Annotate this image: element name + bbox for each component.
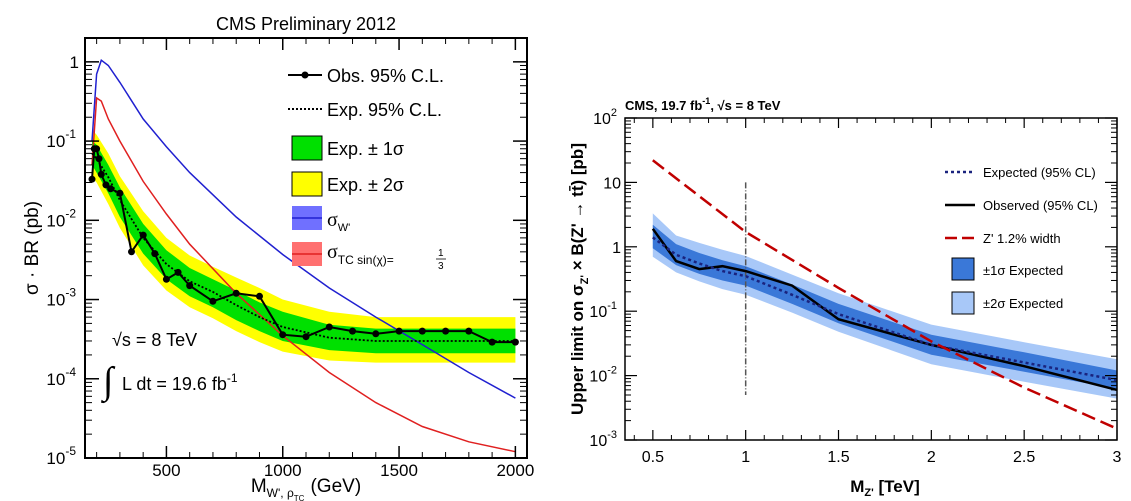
observed-point [279, 331, 287, 339]
observed-point [232, 289, 240, 297]
right-plot-frame [624, 117, 1118, 441]
right-x-axis-label: MZ' [TeV] [850, 477, 919, 499]
left-ylabel: σ · BR (pb) [22, 201, 43, 295]
r-x-tick-label: 3 [1113, 449, 1122, 466]
observed-point [511, 338, 519, 346]
r-y-tick-label: 1 [612, 240, 621, 257]
series-tc [91, 96, 516, 453]
observed-point [256, 292, 263, 300]
left-series-lines [91, 58, 516, 453]
observed-point [128, 248, 135, 256]
r-x-tick-label: 1.5 [827, 449, 849, 466]
legend-r-zprime: Z' 1.2% width [983, 231, 1061, 246]
band-2sigma [92, 129, 516, 363]
legend-r-band2: ±2σ Expected [983, 296, 1063, 311]
svg-text:∫: ∫ [101, 360, 116, 404]
left-lumi-annotation: ∫ L dt = 19.6 fb-1 [101, 360, 238, 404]
svg-text:L dt = 19.6 fb-1: L dt = 19.6 fb-1 [122, 371, 238, 394]
series-wprime [91, 58, 516, 399]
legend-tc: σTC sin(χ)= [327, 241, 394, 267]
r-x-tick-label: 1 [741, 449, 750, 466]
observed-point [151, 250, 159, 258]
observed-point [442, 327, 450, 335]
observed-point [372, 330, 380, 338]
observed-point [95, 155, 103, 163]
right-legend: Expected (95% CL) Observed (95% CL) Z' 1… [945, 165, 1098, 315]
observed-point [93, 145, 101, 153]
right-chart: CMS, 19.7 fb-1, √s = 8 TeV 0.5 1 1.5 2 2.5 3 1… [568, 96, 1122, 499]
observed-point [325, 323, 333, 331]
r-x-tick-label: 2.5 [1013, 449, 1035, 466]
r-y-tick-label: 10-3 [589, 429, 617, 450]
r-series-expected [652, 236, 1118, 382]
r-y-tick-label: 102 [593, 107, 617, 128]
right-axes: 0.5 1 1.5 2 2.5 3 102 10 1 10-1 10-2 10-3 [589, 107, 1121, 466]
right-chart-title: CMS, 19.7 fb-1, √s = 8 TeV [625, 96, 781, 113]
left-chart-title: CMS Preliminary 2012 [216, 14, 396, 34]
right-series-lines [651, 159, 1118, 430]
observed-point [395, 327, 403, 335]
observed-point [465, 327, 473, 335]
x-tick-label: 2000 [496, 461, 534, 480]
observed-point [162, 275, 170, 283]
legend-expected: Exp. 95% C.L. [327, 100, 442, 120]
observed-point [302, 333, 310, 341]
left-axes: 500 1000 1500 2000 1 10-1 10-2 10-3 10-4 10-5 [46, 37, 534, 480]
left-bands [92, 129, 516, 363]
legend-r-expected: Expected (95% CL) [983, 165, 1096, 180]
observed-point [488, 338, 496, 346]
y-tick-label: 10-5 [46, 444, 76, 468]
y-tick-label: 10-2 [46, 206, 76, 230]
r-y-tick-label: 10-1 [589, 300, 617, 321]
legend-observed: Obs. 95% C.L. [327, 66, 444, 86]
series-expected [91, 152, 516, 342]
r-series-observed [651, 228, 1118, 392]
observed-point [186, 282, 194, 290]
svg-text:Upper limit on σZ' × B(Z' → tt: Upper limit on σZ' × B(Z' → tt̄) [pb] [568, 143, 591, 415]
band-1sigma [92, 141, 516, 354]
x-tick-label: 1500 [380, 461, 418, 480]
y-tick-label: 10-4 [46, 365, 76, 389]
series-observed [91, 147, 516, 344]
left-x-axis-label: MW', ρTC(GeV) [251, 476, 361, 501]
y-tick-label: 10-1 [46, 127, 76, 151]
left-y-axis-label: σ · BR (pb) [22, 201, 43, 295]
observed-point [88, 175, 96, 183]
legend-wprime: σW' [327, 209, 350, 234]
y-tick-label: 1 [70, 53, 79, 72]
legend-r-band1: ±1σ Expected [983, 263, 1063, 278]
r-y-tick-label: 10 [603, 175, 621, 192]
legend-band1: Exp. ± 1σ [327, 139, 404, 159]
observed-point [97, 170, 105, 178]
svg-text:3: 3 [438, 261, 444, 272]
observed-point [139, 231, 147, 239]
observed-point [107, 185, 115, 193]
left-legend: Obs. 95% C.L. Exp. 95% C.L. Exp. ± 1σ Ex… [288, 66, 446, 272]
right-y-axis-label: Upper limit on σZ' × B(Z' → tt̄) [pb] [568, 143, 591, 415]
r-y-tick-label: 10-2 [589, 365, 617, 386]
left-energy-annotation: √s = 8 TeV [112, 330, 197, 350]
legend-band2: Exp. ± 2σ [327, 175, 404, 195]
observed-point [209, 297, 217, 305]
observed-point [102, 181, 110, 189]
svg-text:1: 1 [438, 248, 444, 259]
r-series-zprime [652, 159, 1118, 430]
r-band-1sigma [652, 224, 1117, 389]
x-tick-label: 500 [152, 461, 180, 480]
y-tick-label: 10-3 [46, 286, 76, 310]
legend-r-observed: Observed (95% CL) [983, 198, 1098, 213]
left-observed-points [88, 145, 519, 346]
r-x-tick-label: 2 [927, 449, 936, 466]
observed-point [116, 189, 124, 197]
right-bands [652, 213, 1117, 399]
left-chart: CMS Preliminary 2012 500 1000 1500 2000 1 10-… [22, 14, 534, 501]
observed-point [418, 327, 426, 335]
r-x-tick-label: 0.5 [642, 449, 664, 466]
observed-point [349, 327, 356, 335]
observed-point [174, 268, 182, 276]
x-tick-label: 1000 [264, 461, 302, 480]
